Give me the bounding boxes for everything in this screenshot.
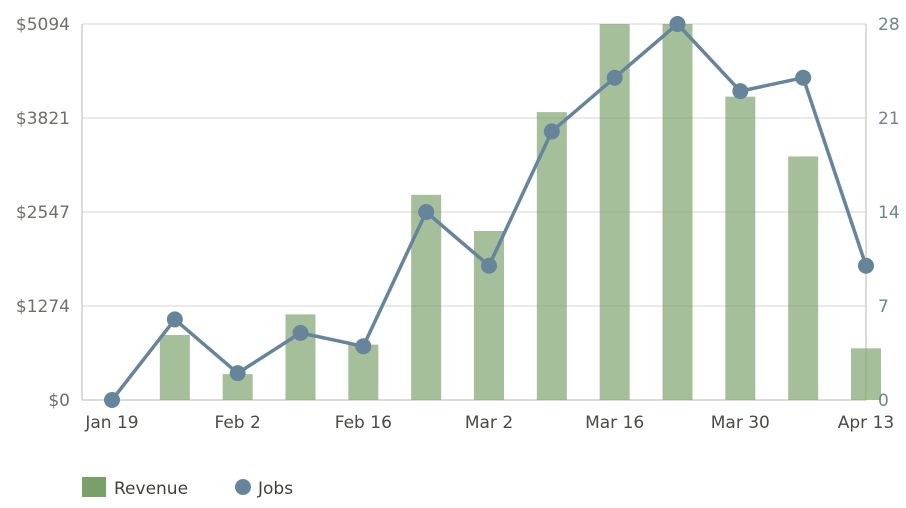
legend-swatch-revenue: [82, 477, 106, 497]
right-tick-label: 28: [878, 15, 900, 35]
revenue-bar: [662, 24, 693, 400]
jobs-point: [481, 257, 497, 274]
right-tick-label: 14: [878, 203, 900, 223]
left-tick-label: $2547: [16, 203, 70, 223]
right-axis: 0 7 14 21 28: [878, 15, 900, 411]
x-tick-label: Mar 2: [465, 413, 513, 433]
revenue-bar: [159, 335, 190, 400]
x-tick-label: Mar 16: [585, 413, 644, 433]
left-axis: $0 $1274 $2547 $3821 $5094: [16, 15, 70, 411]
revenue-bar: [725, 96, 756, 400]
jobs-point: [543, 123, 560, 140]
legend: Revenue Jobs: [82, 477, 293, 499]
jobs-point: [418, 204, 435, 220]
jobs-point: [292, 324, 309, 341]
legend-label-jobs: Jobs: [257, 479, 293, 499]
left-tick-label: $3821: [16, 109, 70, 129]
revenue-bar: [536, 112, 567, 400]
jobs-point: [606, 69, 623, 86]
revenue-bar: [411, 194, 442, 400]
left-tick-label: $0: [48, 391, 70, 411]
x-axis: Jan 19 Feb 2 Feb 16 Mar 2 Mar 16 Mar 30 Apr 13: [84, 413, 894, 433]
jobs-point: [229, 365, 246, 382]
jobs-point: [732, 83, 749, 100]
jobs-point: [669, 16, 686, 32]
right-tick-label: 7: [878, 297, 889, 317]
left-tick-label: $1274: [16, 297, 70, 317]
right-tick-label: 21: [878, 109, 900, 129]
jobs-point: [104, 392, 120, 408]
legend-marker-jobs: [235, 479, 251, 495]
x-tick-label: Apr 13: [838, 413, 894, 433]
revenue-bars: [159, 24, 881, 400]
jobs-point: [355, 338, 372, 355]
jobs-point: [858, 257, 874, 274]
legend-label-revenue: Revenue: [114, 479, 188, 499]
x-tick-label: Feb 16: [335, 413, 392, 433]
right-tick-label: 0: [878, 391, 889, 411]
x-tick-label: Feb 2: [215, 413, 261, 433]
jobs-line: [104, 16, 874, 408]
jobs-point: [166, 311, 183, 328]
left-tick-label: $5094: [16, 15, 70, 35]
jobs-point: [795, 69, 812, 86]
revenue-bar: [788, 156, 819, 400]
x-tick-label: Mar 30: [711, 413, 770, 433]
x-tick-label: Jan 19: [84, 413, 138, 433]
revenue-bar: [851, 348, 881, 400]
